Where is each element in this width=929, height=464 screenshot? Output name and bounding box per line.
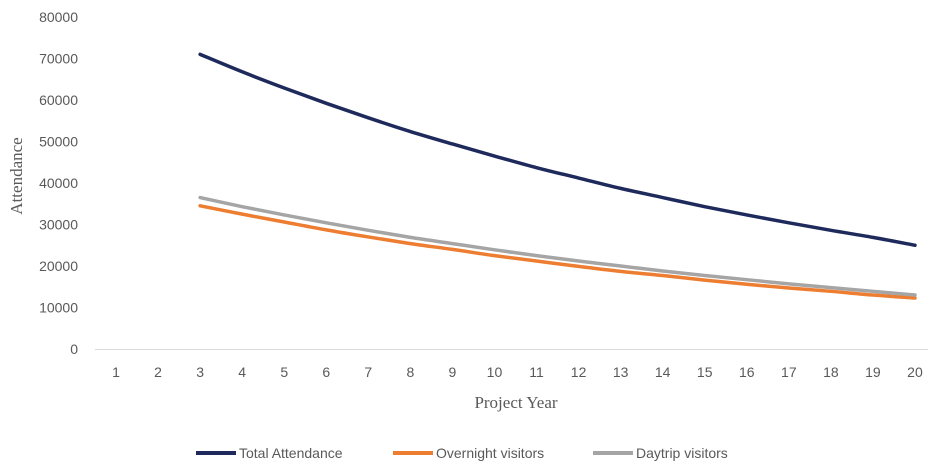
x-tick-label: 2	[154, 364, 162, 380]
y-tick-label: 30000	[39, 217, 78, 233]
x-tick-label: 1	[112, 364, 120, 380]
x-tick-label: 9	[449, 364, 457, 380]
y-tick-label: 50000	[39, 134, 78, 150]
series-line-0	[198, 52, 917, 247]
x-axis-title: Project Year	[474, 393, 557, 412]
x-tick-label: 20	[907, 364, 923, 380]
x-tick-label: 10	[487, 364, 503, 380]
y-axis-ticks: 0 10000 20000 30000 40000 50000 60000 70000 8000…	[39, 9, 78, 357]
y-tick-label: 0	[70, 341, 78, 357]
y-tick-label: 70000	[39, 51, 78, 67]
x-tick-label: 14	[655, 364, 671, 380]
x-tick-label: 18	[823, 364, 839, 380]
x-tick-label: 8	[406, 364, 414, 380]
x-tick-label: 12	[571, 364, 587, 380]
x-tick-label: 5	[280, 364, 288, 380]
x-tick-label: 13	[613, 364, 629, 380]
x-tick-label: 15	[697, 364, 713, 380]
series-line-2	[198, 195, 917, 297]
series-line-1	[198, 204, 917, 300]
legend: Total Attendance Overnight visitors Daytri…	[196, 445, 728, 461]
y-tick-label: 60000	[39, 92, 78, 108]
series-lines	[198, 52, 917, 300]
legend-label: Overnight visitors	[436, 445, 544, 461]
y-tick-label: 20000	[39, 258, 78, 274]
y-tick-label: 10000	[39, 300, 78, 316]
x-tick-label: 7	[364, 364, 372, 380]
legend-label: Daytrip visitors	[636, 445, 728, 461]
y-tick-label: 80000	[39, 9, 78, 25]
x-tick-label: 16	[739, 364, 755, 380]
x-tick-label: 6	[322, 364, 330, 380]
x-tick-label: 17	[781, 364, 797, 380]
legend-label: Total Attendance	[239, 445, 343, 461]
y-axis-title: Attendance	[7, 137, 26, 214]
x-tick-label: 19	[865, 364, 881, 380]
x-tick-label: 4	[238, 364, 246, 380]
x-axis-ticks: 1 2 3 4 5 6 7 8 9 10 11 12 13 14 15 16 17 18 19 20	[112, 364, 923, 380]
x-tick-label: 3	[196, 364, 204, 380]
y-tick-label: 40000	[39, 175, 78, 191]
x-tick-label: 11	[529, 364, 544, 380]
